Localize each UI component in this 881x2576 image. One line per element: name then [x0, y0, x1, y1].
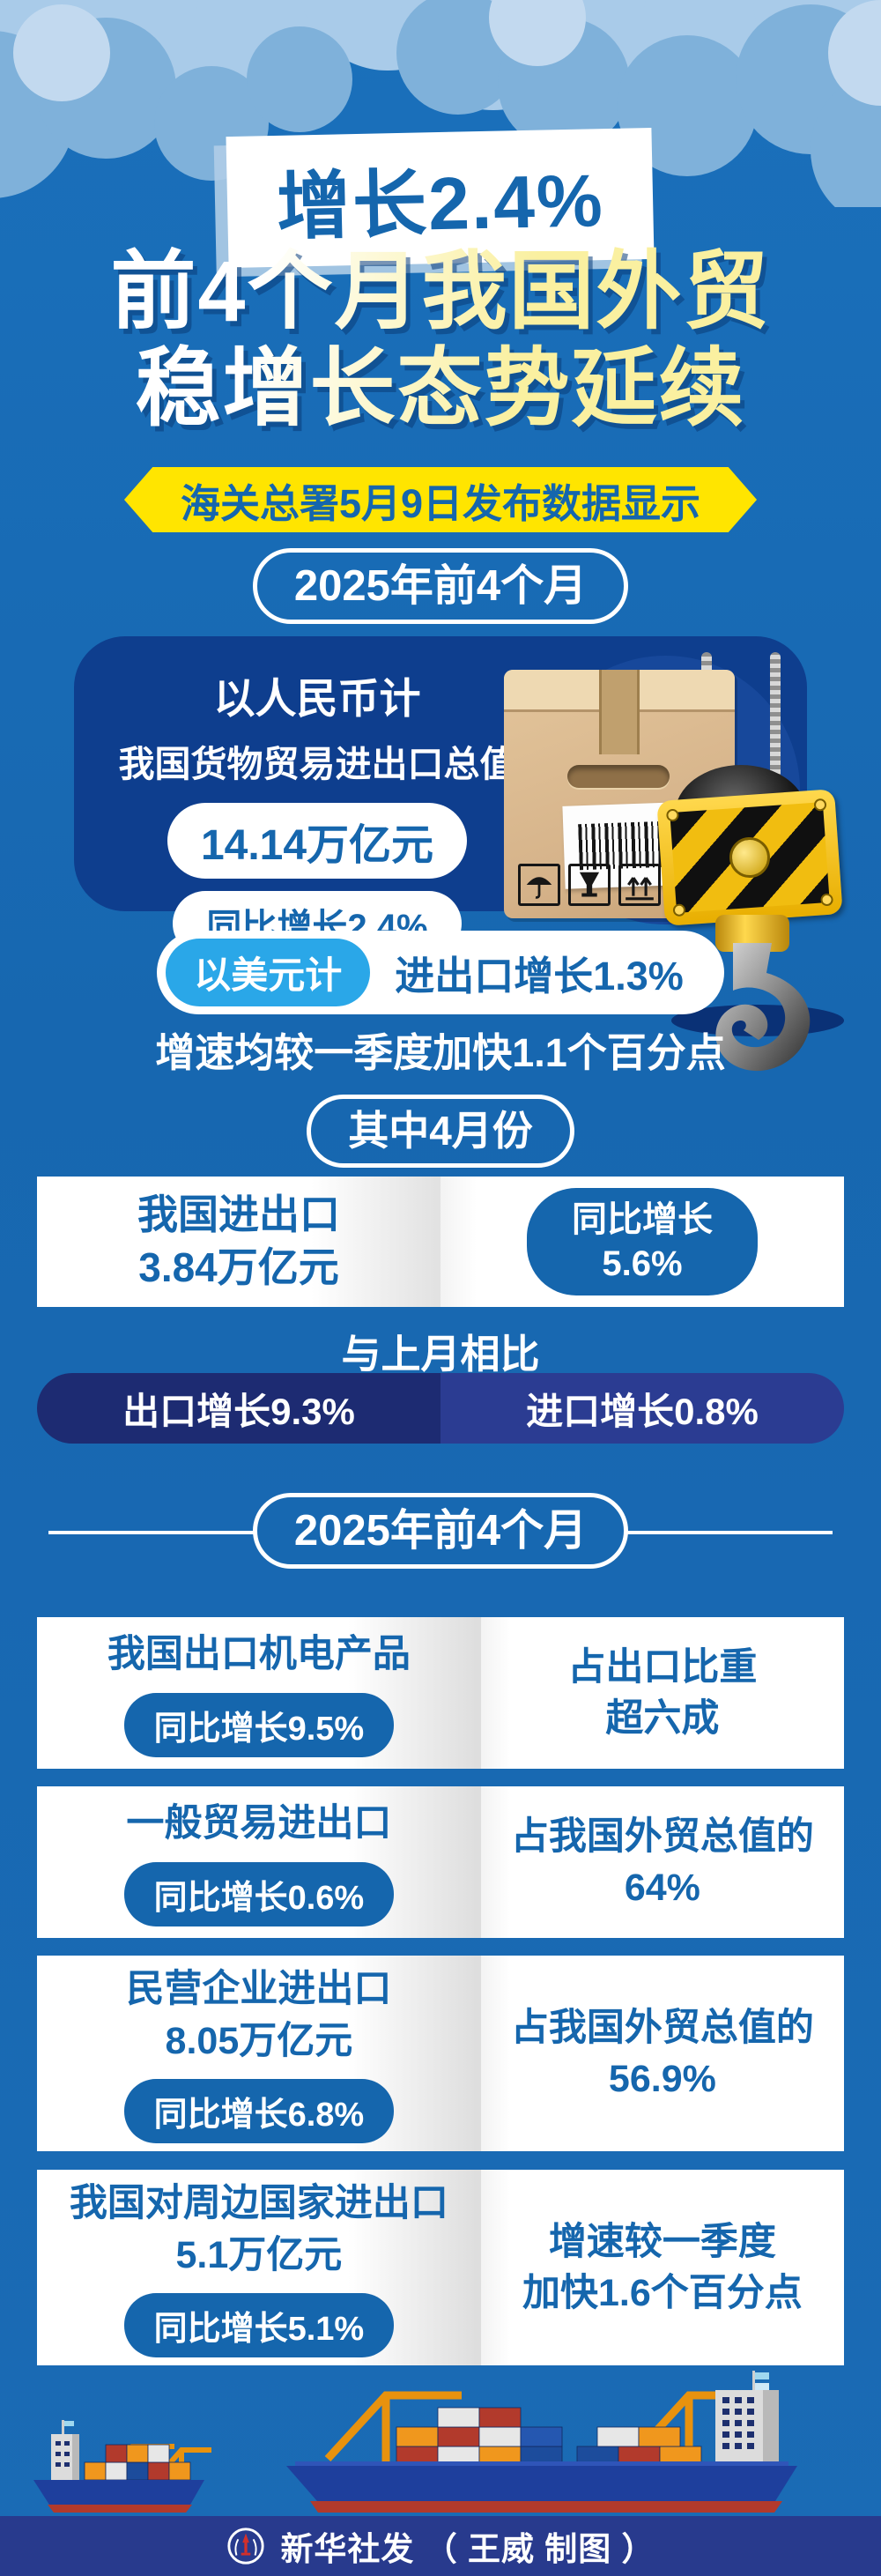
april-left-line1: 我国进出口	[137, 1191, 340, 1238]
box-handle-slot	[567, 765, 670, 788]
large-ship-icon	[286, 2371, 797, 2513]
card-title: 一般贸易进出口	[126, 1802, 392, 1845]
card-note-line: 超六成	[605, 1697, 720, 1740]
april-growth-blob: 同比增长 5.6%	[527, 1188, 758, 1295]
detail-heading-pill: 2025年前4个月	[252, 1493, 629, 1570]
growth-pill: 同比增长6.8%	[123, 2078, 395, 2143]
source-banner-text: 海关总署5月9日发布数据显示	[180, 480, 701, 526]
container-ships-illustration	[33, 2371, 797, 2513]
fragile-glass-mark-icon	[568, 864, 611, 906]
rmb-value-pill: 14.14万亿元	[167, 803, 468, 879]
card-note-line: 56.9%	[608, 2058, 716, 2100]
source-banner: 海关总署5月9日发布数据显示	[123, 467, 758, 532]
rmb-line1: 以人民币计	[213, 675, 421, 722]
small-ship-icon	[33, 2420, 211, 2513]
growth-pill: 同比增长5.1%	[123, 2292, 395, 2357]
april-growth-label: 同比增长	[572, 1200, 713, 1239]
april-left-block: 我国进出口 3.84万亿元	[37, 1177, 440, 1307]
card-note-line: 64%	[624, 1867, 700, 1909]
april-left-line2: 3.84万亿元	[138, 1244, 339, 1290]
box-tape	[599, 670, 640, 754]
rmb-text-block: 以人民币计 我国货物贸易进出口总值 14.14万亿元 同比增长2.4%	[97, 664, 537, 956]
card-right: 增速较一季度 加快1.6个百分点	[480, 2170, 844, 2365]
card-left: 我国出口机电产品 同比增长9.5%	[37, 1617, 481, 1769]
import-growth-cell: 进口增长0.8%	[440, 1373, 844, 1444]
keep-dry-mark-icon	[518, 864, 560, 906]
april-stat-card: 我国进出口 3.84万亿元 同比增长 5.6%	[37, 1177, 844, 1307]
card-note-line: 占我国外贸总值的	[510, 1815, 814, 1858]
stat-card-machinery: 我国出口机电产品 同比增长9.5% 占出口比重 超六成	[37, 1617, 844, 1769]
april-right-block: 同比增长 5.6%	[440, 1177, 844, 1307]
crane-hook-icon	[715, 943, 811, 1072]
card-right: 占出口比重 超六成	[480, 1617, 844, 1769]
april-heading-pill: 其中4月份	[307, 1095, 574, 1168]
compare-bar: 出口增长9.3% 进口增长0.8%	[37, 1373, 844, 1444]
growth-pill: 同比增长9.5%	[123, 1692, 395, 1757]
main-title-line2: 稳增长态势延续	[135, 340, 746, 436]
growth-pill: 同比增长0.6%	[123, 1861, 395, 1926]
cargo-illustration	[488, 652, 844, 1072]
card-left: 我国对周边国家进出口 5.1万亿元 同比增长5.1%	[37, 2170, 481, 2365]
quarter-note: 增速均较一季度加快1.1个百分点	[155, 1030, 726, 1075]
main-title: 前4个月我国外贸 稳增长态势延续	[111, 243, 771, 437]
card-right: 占我国外贸总值的 64%	[480, 1786, 844, 1938]
stat-card-neighboring-countries: 我国对周边国家进出口 5.1万亿元 同比增长5.1% 增速较一季度 加快1.6个…	[37, 2170, 844, 2365]
this-way-up-mark-icon	[618, 864, 661, 906]
card-title: 我国出口机电产品	[107, 1633, 411, 1676]
shipping-marks	[518, 864, 661, 906]
card-value: 8.05万亿元	[165, 2019, 353, 2062]
card-note-line: 占出口比重	[567, 1645, 758, 1689]
card-right: 占我国外贸总值的 56.9%	[480, 1956, 844, 2151]
usd-tag-pill: 以美元计	[166, 939, 371, 1006]
period-pill: 2025年前4个月	[252, 548, 629, 625]
stat-card-private-firms: 民营企业进出口 8.05万亿元 同比增长6.8% 占我国外贸总值的 56.9%	[37, 1956, 844, 2151]
credit-text: 新华社发 （ 王威 制图 ）	[280, 2531, 655, 2567]
stat-card-general-trade: 一般贸易进出口 同比增长0.6% 占我国外贸总值的 64%	[37, 1786, 844, 1938]
card-left: 一般贸易进出口 同比增长0.6%	[37, 1786, 481, 1938]
usd-growth-text: 进出口增长1.3%	[395, 954, 684, 998]
april-growth-value: 5.6%	[602, 1244, 683, 1283]
card-note-line: 增速较一季度	[548, 2220, 776, 2263]
export-growth-cell: 出口增长9.3%	[37, 1373, 440, 1444]
clouds-illustration	[0, 0, 881, 207]
rmb-total-card: 以人民币计 我国货物贸易进出口总值 14.14万亿元 同比增长2.4%	[74, 636, 844, 1072]
xinhua-emblem-icon	[227, 2528, 265, 2565]
card-note-line: 加快1.6个百分点	[522, 2272, 803, 2314]
headline-badge-text: 增长2.4%	[276, 159, 605, 249]
footer-band: 新华社发 （ 王威 制图 ）	[0, 2516, 881, 2576]
card-title: 民营企业进出口	[126, 1968, 392, 2011]
main-title-line1: 前4个月我国外贸	[110, 243, 771, 339]
compare-label: 与上月相比	[341, 1332, 540, 1377]
rmb-line2: 我国货物贸易进出口总值	[118, 744, 516, 784]
usd-row: 以美元计 进出口增长1.3%	[157, 931, 724, 1014]
crane-cable-icon	[770, 652, 781, 809]
crane-hook-block-icon	[656, 789, 843, 926]
card-note-line: 占我国外贸总值的	[510, 2006, 814, 2049]
card-title: 我国对周边国家进出口	[69, 2182, 448, 2225]
card-value: 5.1万亿元	[175, 2233, 343, 2276]
card-left: 民营企业进出口 8.05万亿元 同比增长6.8%	[37, 1956, 481, 2151]
